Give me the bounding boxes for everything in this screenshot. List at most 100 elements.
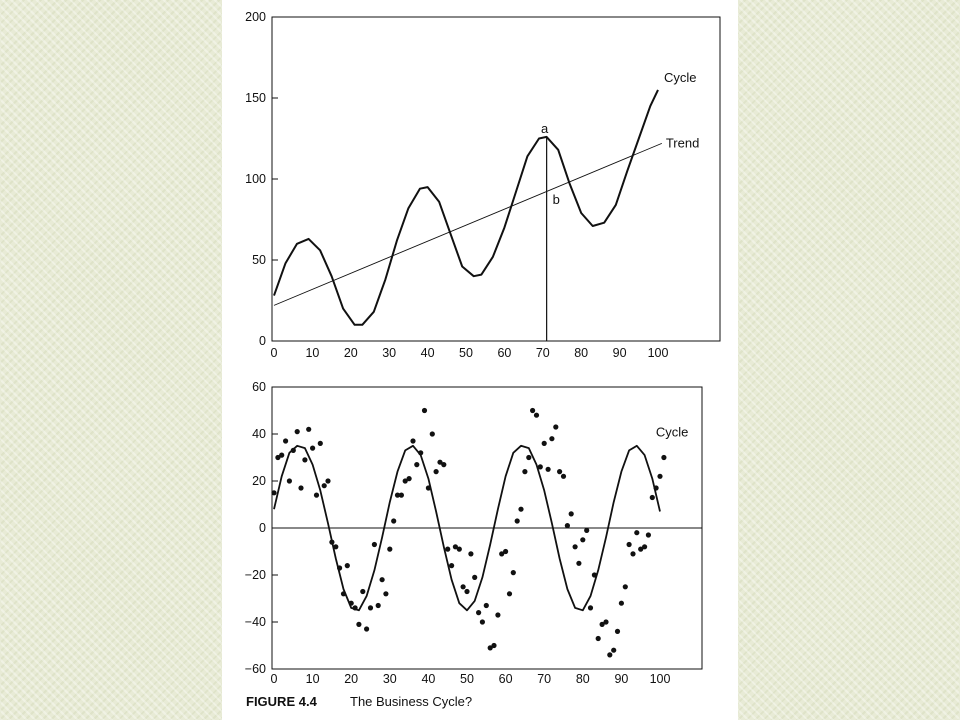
bottom-y-tick-label: 0 bbox=[259, 521, 266, 535]
scatter-point bbox=[286, 478, 292, 484]
top-chart-marks: Cycle Trend a b bbox=[273, 70, 699, 341]
bottom-x-tick-label: 10 bbox=[306, 672, 320, 686]
scatter-point bbox=[522, 469, 528, 475]
bottom-x-tick-label: 30 bbox=[383, 672, 397, 686]
scatter-point bbox=[298, 485, 304, 491]
scatter-point bbox=[599, 621, 605, 628]
scatter-point bbox=[576, 560, 582, 566]
bottom-x-tick-label: 0 bbox=[271, 672, 278, 686]
scatter-point bbox=[510, 570, 516, 576]
bottom-y-tick-label: 60 bbox=[252, 380, 266, 394]
top-y-tick-label: 200 bbox=[245, 10, 266, 24]
scatter-point bbox=[545, 466, 551, 472]
bottom-cycle-label: Cycle bbox=[656, 424, 689, 439]
bottom-y-tick-label: −60 bbox=[245, 662, 266, 676]
scatter-point bbox=[479, 619, 485, 625]
bottom-y-tick-label: 20 bbox=[252, 474, 266, 488]
scatter-point bbox=[533, 412, 540, 418]
scatter-point bbox=[394, 492, 401, 498]
scatter-point bbox=[414, 462, 420, 468]
annotation-b: b bbox=[553, 192, 560, 207]
bottom-x-tick-label: 90 bbox=[614, 672, 628, 686]
scatter-point bbox=[495, 612, 501, 618]
scatter-point bbox=[580, 537, 586, 543]
scatter-point bbox=[433, 469, 439, 475]
scatter-point bbox=[452, 544, 458, 550]
scatter-point bbox=[584, 527, 590, 534]
trend-line bbox=[273, 142, 663, 306]
bottom-x-tick-label: 100 bbox=[650, 672, 671, 686]
scatter-point bbox=[626, 541, 632, 548]
top-chart-axes: 0 10 20 30 40 50 60 70 80 90 100 0 50 100 150 200 bbox=[245, 10, 668, 360]
top-chart-frame bbox=[271, 16, 721, 342]
scatter-point bbox=[514, 518, 520, 524]
scatter-point bbox=[487, 645, 493, 651]
scatter-point bbox=[306, 426, 312, 432]
scatter-point bbox=[360, 588, 366, 595]
scatter-point bbox=[595, 635, 601, 642]
top-x-tick-label: 60 bbox=[497, 346, 511, 360]
scatter-point bbox=[340, 591, 347, 597]
scatter-point bbox=[325, 478, 331, 484]
scatter-point bbox=[364, 626, 370, 632]
bottom-x-tick-label: 50 bbox=[460, 672, 474, 686]
scatter-point bbox=[317, 440, 323, 446]
scatter-point bbox=[503, 548, 509, 555]
scatter-point bbox=[437, 459, 443, 465]
scatter-point bbox=[383, 591, 389, 597]
scatter-point bbox=[499, 551, 505, 557]
scatter-point bbox=[348, 600, 354, 606]
scatter-point bbox=[645, 532, 651, 538]
scatter-point bbox=[468, 551, 474, 557]
top-x-tick-label: 90 bbox=[613, 346, 627, 360]
scatter-point bbox=[441, 462, 447, 468]
top-x-tick-label: 80 bbox=[574, 346, 588, 360]
scatter-point bbox=[472, 574, 478, 581]
bottom-chart-axes: 0 10 20 30 40 50 60 70 80 90 100 60 40 20 0 −20 −40 −60 bbox=[245, 380, 702, 686]
slide-panel: 0 10 20 30 40 50 60 70 80 90 100 0 50 100 150 200 Cycle… bbox=[222, 0, 738, 720]
scatter-point bbox=[429, 431, 435, 437]
scatter-point bbox=[587, 605, 594, 611]
bottom-chart-marks: Cycle bbox=[271, 407, 689, 658]
top-x-tick-label: 20 bbox=[344, 346, 358, 360]
scatter-point bbox=[476, 610, 482, 616]
scatter-point bbox=[410, 438, 416, 444]
scatter-point bbox=[491, 642, 497, 649]
scatter-point bbox=[375, 602, 381, 609]
scatter-point bbox=[607, 652, 613, 658]
annotation-a: a bbox=[541, 121, 549, 136]
scatter-point bbox=[367, 605, 374, 611]
scatter-point bbox=[321, 483, 327, 489]
scatter-point bbox=[456, 546, 462, 552]
scatter-point bbox=[657, 473, 663, 479]
top-y-tick-label: 150 bbox=[245, 91, 266, 105]
bottom-y-tick-label: 40 bbox=[252, 427, 266, 441]
scatter-point bbox=[294, 429, 300, 435]
scatter-point bbox=[333, 544, 339, 550]
scatter-point bbox=[557, 469, 563, 475]
scatter-point bbox=[611, 647, 617, 653]
cycle-series-label: Cycle bbox=[664, 70, 697, 85]
trend-series-label: Trend bbox=[666, 135, 699, 150]
cycle-line bbox=[273, 89, 659, 326]
scatter-point bbox=[530, 407, 536, 414]
top-x-tick-label: 100 bbox=[648, 346, 669, 360]
bottom-y-tick-label: −40 bbox=[245, 615, 266, 629]
scatter-point bbox=[614, 628, 621, 635]
scatter-point bbox=[425, 485, 431, 491]
scatter-point bbox=[313, 492, 320, 498]
bottom-y-tick-label: −20 bbox=[245, 568, 266, 582]
scatter-point bbox=[549, 436, 555, 442]
scatter-point bbox=[356, 621, 362, 628]
scatter-point bbox=[279, 452, 285, 458]
top-x-tick-label: 70 bbox=[536, 346, 550, 360]
bottom-x-tick-label: 70 bbox=[537, 672, 551, 686]
scatter-point bbox=[379, 577, 385, 583]
scatter-point bbox=[541, 440, 547, 446]
scatter-point bbox=[337, 565, 343, 571]
scatter-point bbox=[553, 424, 559, 430]
scatter-point bbox=[275, 454, 281, 461]
scatter-point bbox=[560, 473, 567, 479]
scatter-point bbox=[290, 447, 296, 453]
